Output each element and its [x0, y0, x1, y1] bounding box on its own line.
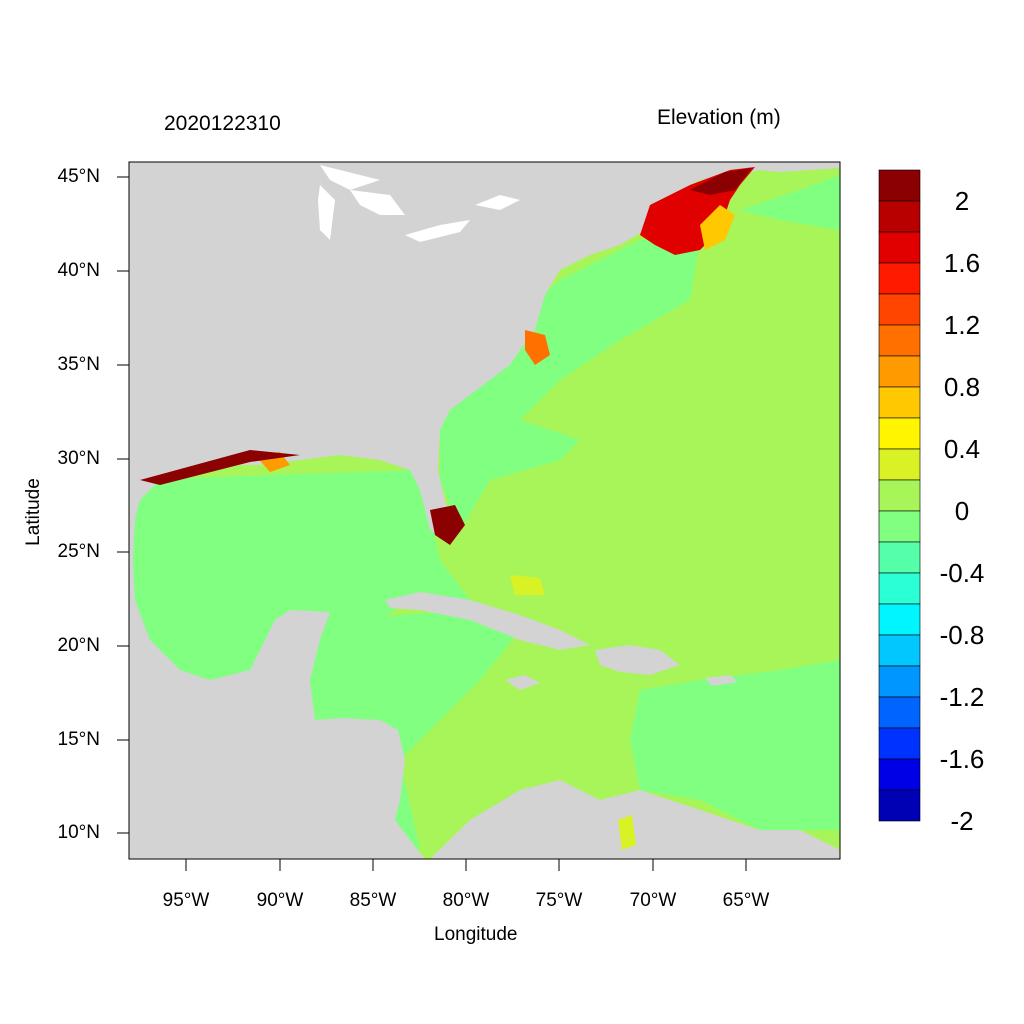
colorbar-swatch	[878, 541, 921, 574]
y-tick-label: 10°N	[57, 822, 100, 843]
y-tick-label: 15°N	[57, 729, 100, 750]
date-label: 2020122310	[164, 112, 281, 135]
eastern-caribbean-zone	[630, 660, 840, 830]
colorbar-swatch	[878, 355, 921, 388]
lake-huron	[350, 190, 405, 215]
lake-superior	[320, 165, 380, 190]
colorbar-swatch	[878, 789, 921, 822]
y-tick-label: 35°N	[57, 354, 100, 375]
colorbar-swatch	[878, 231, 921, 264]
jamaica-land	[505, 675, 540, 690]
colorbar-swatch	[878, 634, 921, 667]
x-tick-label: 70°W	[629, 890, 677, 911]
x-axis-title: Longitude	[434, 924, 518, 945]
colorbar-swatch	[878, 386, 921, 419]
y-tick-label: 25°N	[57, 541, 100, 562]
colorbar-swatch	[878, 758, 921, 791]
colorbar-label: 0	[954, 496, 970, 526]
colorbar-swatch	[878, 448, 921, 481]
lake-michigan	[318, 185, 335, 240]
gulf-of-maine-surge-core	[690, 168, 752, 195]
south-america-land	[430, 780, 840, 859]
colorbar-swatch	[878, 293, 921, 326]
x-tick-label: 75°W	[535, 890, 583, 911]
colorbar-label: 0.4	[943, 434, 981, 464]
y-tick-label: 40°N	[57, 260, 100, 281]
colorbar-swatch	[878, 262, 921, 295]
hispaniola-land	[595, 645, 680, 675]
colorbar-label: -0.8	[939, 620, 985, 650]
x-tick-label: 85°W	[349, 890, 397, 911]
y-tick-label: 30°N	[57, 448, 100, 469]
gulf-of-maine-surge-edge	[700, 205, 735, 250]
colorbar-swatch	[878, 479, 921, 512]
colorbar-label: -1.2	[939, 682, 985, 712]
colorbar-swatch	[878, 727, 921, 760]
x-tick-label: 95°W	[162, 890, 210, 911]
x-tick-label: 80°W	[442, 890, 490, 911]
north-america-land	[129, 162, 840, 859]
colorbar	[878, 169, 921, 822]
colorbar-swatch	[878, 324, 921, 357]
colorbar-label: 1.2	[943, 310, 981, 340]
south-florida-surge	[430, 505, 465, 545]
y-tick-label: 20°N	[57, 635, 100, 656]
x-tick-label: 65°W	[722, 890, 770, 911]
lake-erie	[405, 220, 470, 242]
maracaibo-positive-zone	[618, 815, 636, 850]
outer-banks-surge	[525, 330, 550, 365]
x-tick-label: 90°W	[256, 890, 304, 911]
colorbar-label: 0.8	[943, 372, 981, 402]
east-coast-shelf-zone	[440, 240, 700, 530]
colorbar-label: -2	[950, 806, 974, 836]
axis-ticks	[117, 176, 747, 871]
map-panel	[128, 161, 841, 860]
gulf-coast-surge-band	[140, 450, 300, 485]
colorbar-label: -0.4	[939, 558, 985, 588]
colorbar-swatch	[878, 572, 921, 605]
colorbar-label: -1.6	[939, 744, 985, 774]
variable-label: Elevation (m)	[657, 106, 781, 129]
colorbar-swatch	[878, 603, 921, 636]
y-tick-label: 45°N	[57, 166, 100, 187]
nova-scotia-zone	[740, 175, 840, 230]
puerto-rico-land	[705, 675, 738, 686]
colorbar-swatch	[878, 417, 921, 450]
lake-ontario	[475, 195, 520, 210]
colorbar-swatch	[878, 169, 921, 202]
y-axis-title: Latitude	[23, 478, 44, 546]
colorbar-swatch	[878, 696, 921, 729]
colorbar-label: 2	[954, 186, 970, 216]
colorbar-swatch	[878, 200, 921, 233]
colorbar-label: 1.6	[943, 248, 981, 278]
map-frame	[128, 161, 841, 860]
colorbar-swatch	[878, 510, 921, 543]
colorbar-swatch	[878, 665, 921, 698]
bahamas-positive-zone	[510, 575, 545, 595]
cuba-land	[385, 592, 590, 650]
